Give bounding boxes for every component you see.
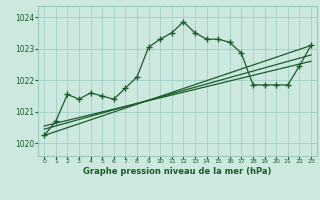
X-axis label: Graphe pression niveau de la mer (hPa): Graphe pression niveau de la mer (hPa) [84, 167, 272, 176]
